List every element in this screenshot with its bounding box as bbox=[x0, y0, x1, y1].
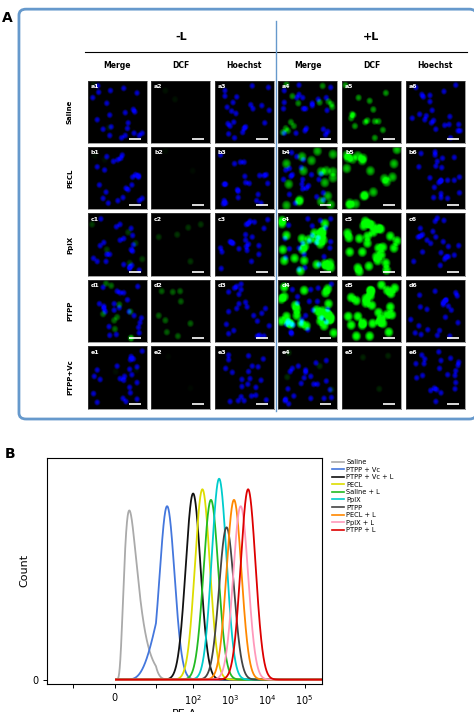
FancyBboxPatch shape bbox=[19, 9, 474, 419]
Text: A: A bbox=[2, 11, 13, 25]
Text: PECL: PECL bbox=[67, 169, 73, 188]
Text: Hoechst: Hoechst bbox=[418, 61, 453, 70]
Text: Hoechst: Hoechst bbox=[227, 61, 262, 70]
Text: Saline: Saline bbox=[67, 100, 73, 124]
Text: Merge: Merge bbox=[294, 61, 322, 70]
Text: PTPP+Vc: PTPP+Vc bbox=[67, 360, 73, 395]
Text: PTPP: PTPP bbox=[67, 301, 73, 321]
Text: +L: +L bbox=[364, 32, 380, 42]
Text: DCF: DCF bbox=[363, 61, 380, 70]
Text: Merge: Merge bbox=[103, 61, 131, 70]
Text: PpIX: PpIX bbox=[67, 236, 73, 253]
Text: B: B bbox=[5, 447, 15, 461]
Text: DCF: DCF bbox=[172, 61, 189, 70]
Text: -L: -L bbox=[175, 32, 187, 42]
